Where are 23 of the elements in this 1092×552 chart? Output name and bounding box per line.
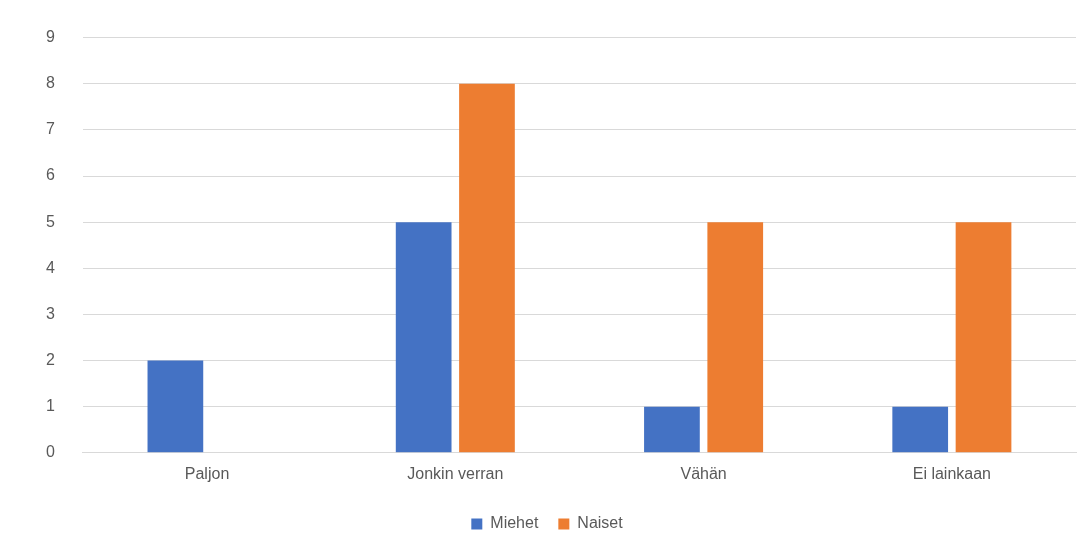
bar	[955, 222, 1012, 453]
y-tick-label: 2	[45, 350, 55, 368]
y-tick-label: 3	[45, 304, 55, 322]
x-tick-label: Ei lainkaan	[912, 464, 991, 482]
y-tick-label: 5	[45, 212, 55, 230]
legend-label: Miehet	[490, 514, 539, 532]
bar	[459, 83, 515, 453]
bar	[644, 406, 700, 453]
legend-label: Naiset	[577, 514, 624, 532]
x-tick-label: Paljon	[184, 464, 230, 482]
y-tick-label: 4	[45, 258, 55, 276]
bar	[147, 360, 204, 453]
bar	[395, 222, 452, 453]
y-tick-label: 9	[45, 28, 55, 46]
x-tick-label: Vähän	[680, 464, 727, 482]
y-tick-label: 8	[45, 74, 55, 92]
y-tick-label: 1	[45, 397, 55, 415]
y-tick-label: 7	[45, 120, 55, 138]
y-tick-label: 6	[45, 166, 55, 184]
bar	[892, 406, 949, 453]
bar	[707, 222, 764, 453]
x-tick-label: Jonkin verran	[407, 464, 504, 482]
y-tick-label: 0	[45, 443, 55, 461]
